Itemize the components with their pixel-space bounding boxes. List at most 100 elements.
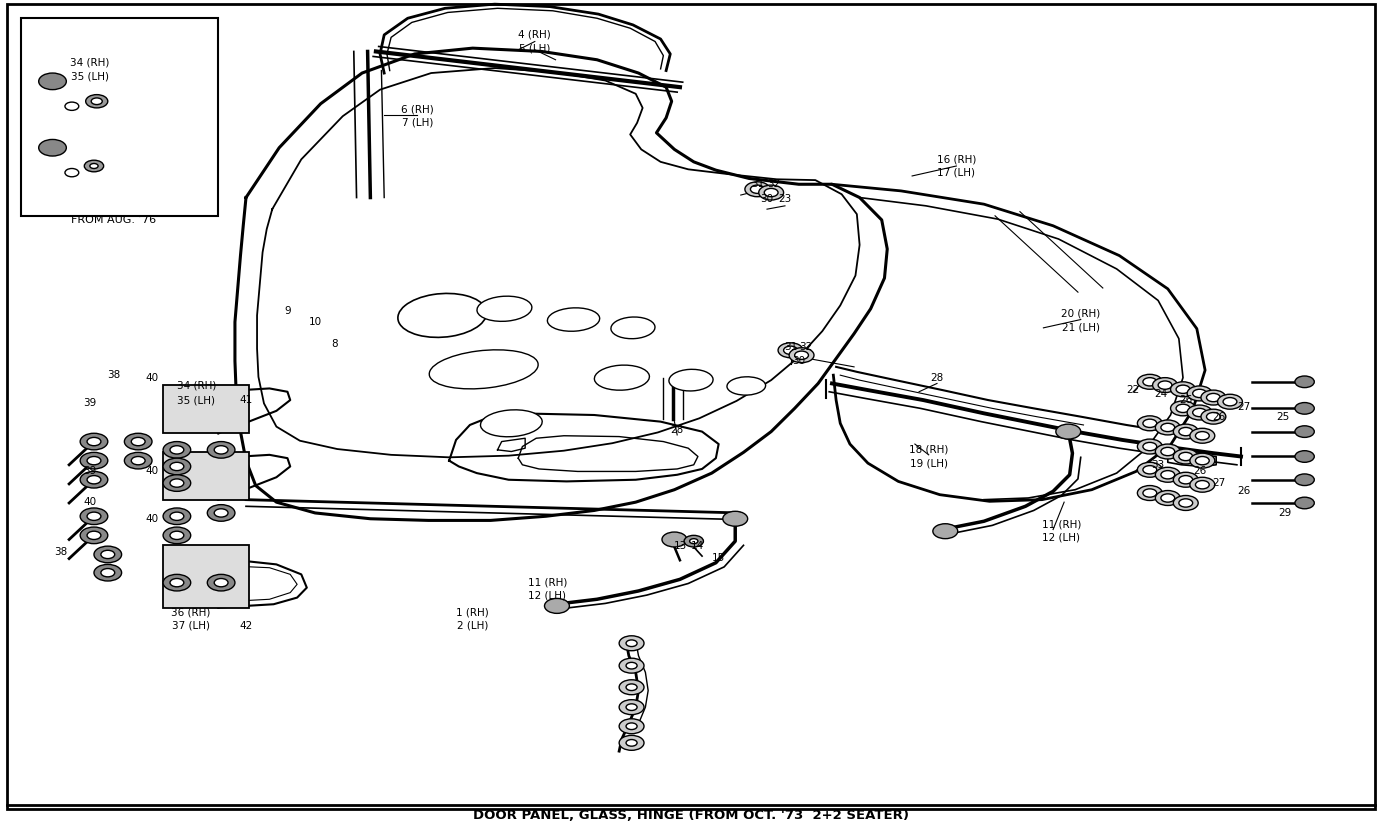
Circle shape bbox=[124, 433, 152, 450]
Circle shape bbox=[80, 527, 108, 544]
Bar bbox=[21, 18, 218, 216]
Text: 30: 30 bbox=[760, 194, 774, 204]
Circle shape bbox=[1295, 497, 1314, 509]
Circle shape bbox=[101, 550, 115, 559]
Circle shape bbox=[86, 95, 108, 108]
Text: 26: 26 bbox=[1179, 395, 1193, 405]
Circle shape bbox=[87, 437, 101, 446]
Circle shape bbox=[101, 569, 115, 577]
Circle shape bbox=[1155, 491, 1180, 505]
Ellipse shape bbox=[477, 296, 532, 321]
Text: 1 (RH): 1 (RH) bbox=[456, 608, 489, 618]
Text: 40: 40 bbox=[145, 514, 159, 524]
Circle shape bbox=[1295, 426, 1314, 437]
Circle shape bbox=[626, 662, 637, 669]
Circle shape bbox=[87, 531, 101, 540]
Circle shape bbox=[764, 188, 778, 197]
Text: 39: 39 bbox=[83, 466, 97, 476]
Text: 10: 10 bbox=[308, 317, 322, 327]
Text: DOOR PANEL, GLASS, HINGE (FROM OCT. '73  2+2 SEATER): DOOR PANEL, GLASS, HINGE (FROM OCT. '73 … bbox=[473, 809, 909, 823]
Circle shape bbox=[1295, 403, 1314, 414]
Circle shape bbox=[39, 73, 66, 90]
Circle shape bbox=[784, 346, 797, 354]
Text: 7 (LH): 7 (LH) bbox=[402, 118, 433, 128]
Circle shape bbox=[1173, 472, 1198, 487]
Circle shape bbox=[1193, 389, 1206, 398]
Text: 29: 29 bbox=[1278, 508, 1292, 518]
Circle shape bbox=[1179, 476, 1193, 484]
Circle shape bbox=[90, 164, 98, 168]
Circle shape bbox=[619, 680, 644, 695]
Circle shape bbox=[124, 452, 152, 469]
Text: 41: 41 bbox=[239, 395, 253, 405]
Text: 6 (RH): 6 (RH) bbox=[401, 105, 434, 115]
Circle shape bbox=[1143, 489, 1157, 497]
Circle shape bbox=[170, 446, 184, 454]
Circle shape bbox=[1173, 496, 1198, 510]
Circle shape bbox=[626, 723, 637, 730]
Text: 20 (RH): 20 (RH) bbox=[1061, 309, 1100, 319]
Text: 9: 9 bbox=[285, 306, 290, 316]
Circle shape bbox=[1137, 374, 1162, 389]
Circle shape bbox=[795, 351, 808, 359]
Circle shape bbox=[163, 475, 191, 491]
Circle shape bbox=[1137, 439, 1162, 454]
Text: 32: 32 bbox=[799, 342, 813, 352]
Text: 12 (LH): 12 (LH) bbox=[1042, 533, 1081, 543]
Circle shape bbox=[87, 457, 101, 465]
Text: 38: 38 bbox=[106, 370, 120, 380]
Circle shape bbox=[1161, 494, 1175, 502]
Circle shape bbox=[1190, 453, 1215, 468]
Circle shape bbox=[214, 446, 228, 454]
Circle shape bbox=[39, 139, 66, 156]
Circle shape bbox=[1195, 481, 1209, 489]
Text: 28: 28 bbox=[670, 425, 684, 435]
Circle shape bbox=[1187, 386, 1212, 401]
Bar bbox=[163, 452, 249, 500]
Circle shape bbox=[1173, 449, 1198, 464]
Text: 28: 28 bbox=[930, 373, 944, 383]
Circle shape bbox=[662, 532, 687, 547]
Circle shape bbox=[131, 457, 145, 465]
Circle shape bbox=[1158, 381, 1172, 389]
Circle shape bbox=[626, 704, 637, 710]
Circle shape bbox=[207, 574, 235, 591]
Text: 38: 38 bbox=[54, 547, 68, 557]
Circle shape bbox=[789, 348, 814, 363]
Circle shape bbox=[163, 458, 191, 475]
Text: 40: 40 bbox=[83, 497, 97, 507]
Circle shape bbox=[1155, 467, 1180, 482]
Circle shape bbox=[1137, 486, 1162, 500]
Circle shape bbox=[1155, 444, 1180, 459]
Text: 13: 13 bbox=[673, 541, 687, 551]
Circle shape bbox=[1056, 424, 1081, 439]
Text: 27: 27 bbox=[1237, 402, 1251, 412]
Circle shape bbox=[94, 546, 122, 563]
Circle shape bbox=[170, 531, 184, 540]
Ellipse shape bbox=[547, 308, 600, 331]
Circle shape bbox=[170, 479, 184, 487]
Text: 42: 42 bbox=[239, 621, 253, 631]
Circle shape bbox=[1153, 378, 1177, 393]
Circle shape bbox=[1195, 432, 1209, 440]
Text: 30: 30 bbox=[792, 356, 806, 366]
Text: 27: 27 bbox=[1212, 478, 1226, 488]
Circle shape bbox=[65, 168, 79, 177]
Circle shape bbox=[65, 102, 79, 110]
Circle shape bbox=[619, 658, 644, 673]
Circle shape bbox=[84, 160, 104, 172]
Circle shape bbox=[1295, 474, 1314, 486]
Circle shape bbox=[778, 343, 803, 358]
Circle shape bbox=[1295, 451, 1314, 462]
Circle shape bbox=[1193, 408, 1206, 417]
Circle shape bbox=[170, 512, 184, 520]
Text: 32: 32 bbox=[767, 179, 781, 189]
Text: 39: 39 bbox=[83, 398, 97, 408]
Circle shape bbox=[619, 719, 644, 734]
Circle shape bbox=[80, 452, 108, 469]
Text: 5 (LH): 5 (LH) bbox=[520, 43, 550, 53]
Circle shape bbox=[759, 185, 784, 200]
Circle shape bbox=[80, 471, 108, 488]
Circle shape bbox=[1173, 424, 1198, 439]
Circle shape bbox=[1190, 428, 1215, 443]
